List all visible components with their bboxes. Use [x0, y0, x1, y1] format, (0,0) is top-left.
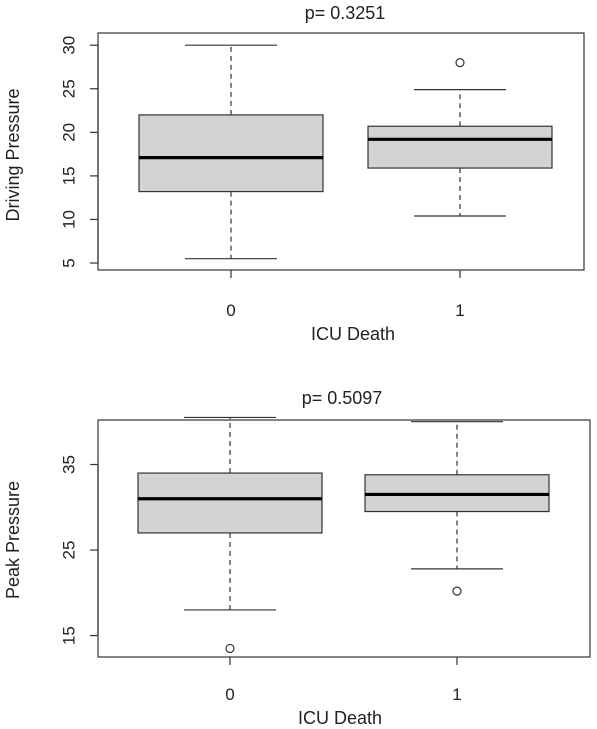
boxplot-0 — [138, 44, 324, 260]
boxplot-0 — [137, 416, 323, 654]
driving-pressure-panel: p= 0.3251 Driving Pressure ICU Death 510… — [3, 3, 585, 344]
iqr-box — [138, 114, 324, 193]
y-tick-label: 25 — [59, 79, 78, 98]
boxplot-1 — [367, 58, 553, 217]
y-tick-label: 15 — [59, 166, 78, 185]
iqr-box — [367, 125, 553, 169]
iqr-box — [137, 472, 323, 534]
boxplot-1 — [364, 421, 550, 596]
y-axis-label: Peak Pressure — [3, 481, 23, 599]
panel-title: p= 0.3251 — [305, 3, 386, 23]
x-tick-label: 0 — [225, 685, 234, 704]
outlier-point — [455, 58, 465, 68]
y-tick-label: 35 — [59, 455, 78, 474]
y-tick-label: 15 — [59, 626, 78, 645]
y-tick-label: 10 — [59, 210, 78, 229]
y-tick-label: 5 — [59, 258, 78, 267]
plot-frame — [97, 419, 591, 658]
y-tick-label: 20 — [59, 123, 78, 142]
peak-pressure-panel: p= 0.5097 Peak Pressure ICU Death 15 25 35… — [3, 388, 591, 728]
x-tick-label: 1 — [455, 301, 464, 320]
x-tick-label: 1 — [452, 685, 461, 704]
panel-title: p= 0.5097 — [302, 388, 383, 408]
y-tick-label: 30 — [59, 36, 78, 55]
y-tick-label: 25 — [59, 541, 78, 560]
outlier-point — [225, 643, 235, 654]
x-axis-label: ICU Death — [311, 324, 395, 344]
y-axis-label: Driving Pressure — [3, 88, 23, 221]
x-axis-label: ICU Death — [298, 708, 382, 728]
outlier-point — [452, 586, 462, 596]
x-tick-label: 0 — [226, 301, 235, 320]
